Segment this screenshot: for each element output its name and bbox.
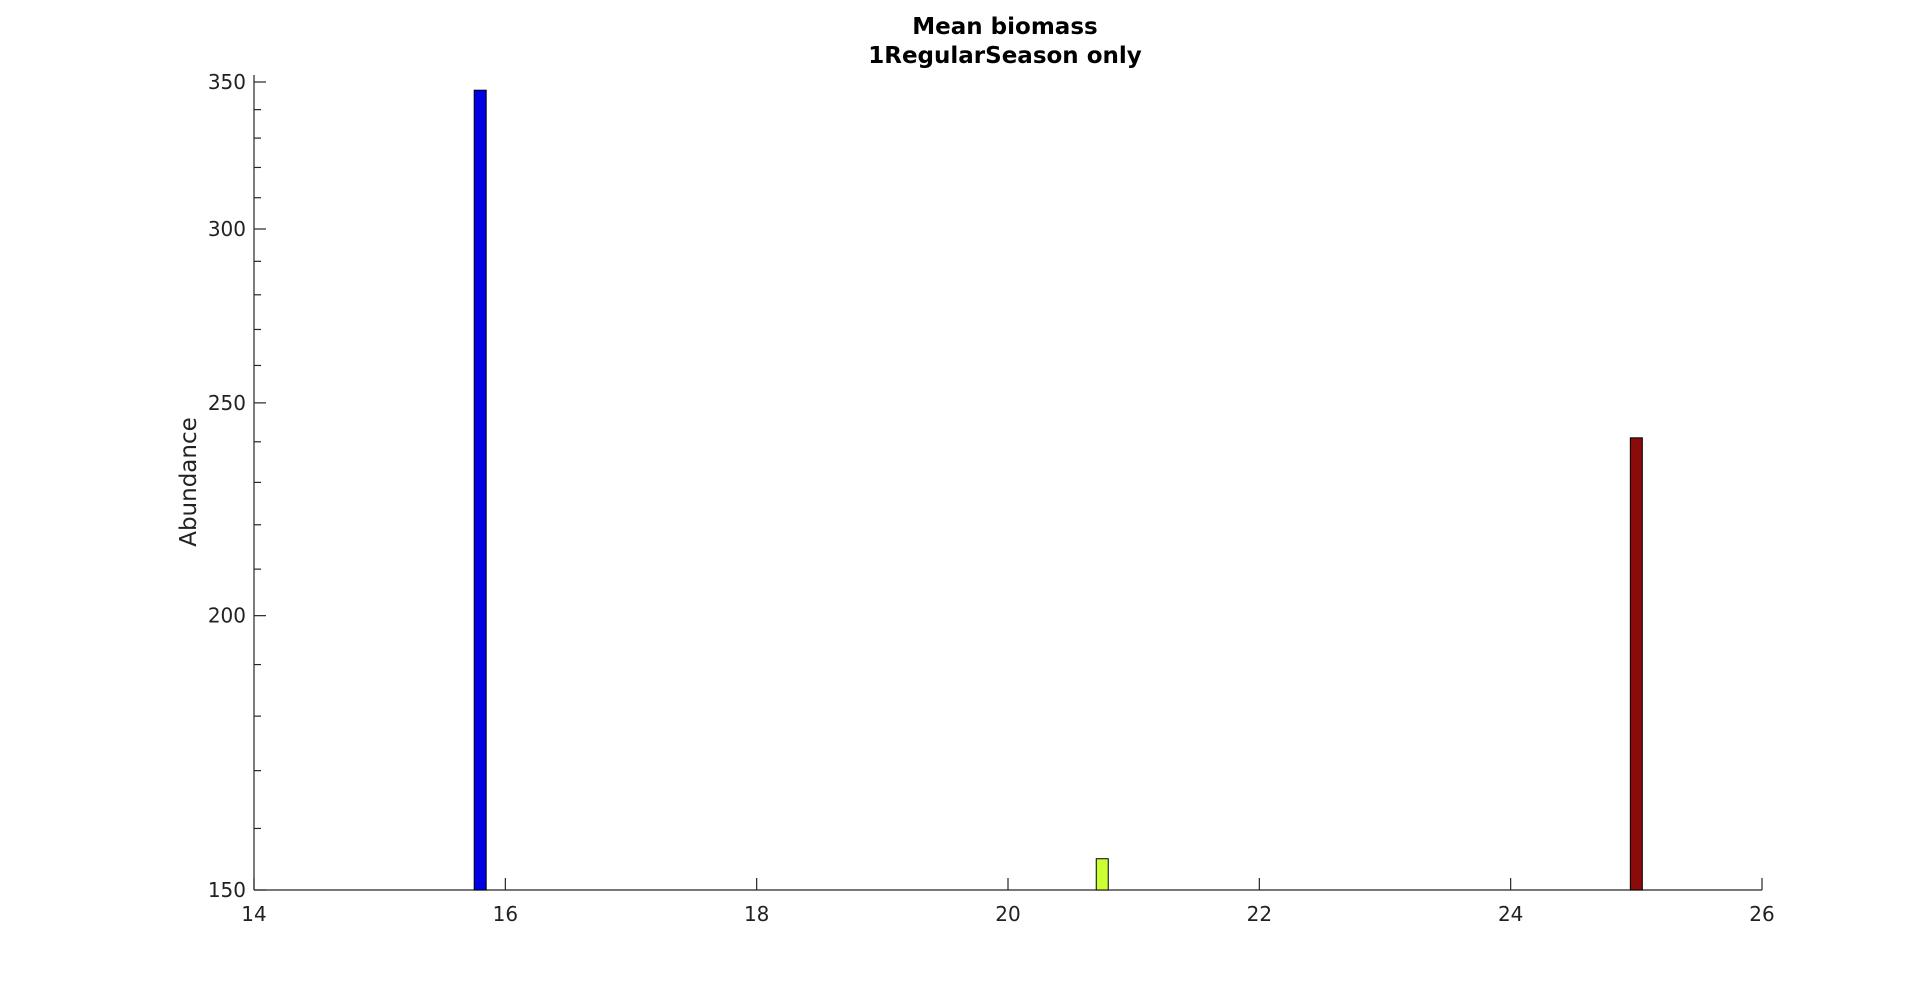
chart-title-line-2: 1RegularSeason only	[868, 43, 1142, 69]
chart-title-line-1: Mean biomass	[912, 14, 1097, 40]
y-tick-label-200: 200	[208, 604, 246, 628]
x-tick-label-24: 24	[1498, 902, 1523, 926]
y-tick-label-150: 150	[208, 878, 246, 902]
x-tick-label-22: 22	[1247, 902, 1272, 926]
x-tick-label-16: 16	[493, 902, 518, 926]
y-ticks: 150 200 250 300 350	[208, 70, 266, 902]
y-tick-label-250: 250	[208, 391, 246, 415]
x-tick-label-18: 18	[744, 902, 769, 926]
y-axis-label: Abundance	[176, 417, 202, 547]
bar-2	[1629, 437, 1643, 891]
x-tick-label-20: 20	[995, 902, 1020, 926]
x-tick-label-14: 14	[241, 902, 266, 926]
y-tick-label-350: 350	[208, 70, 246, 94]
x-tick-label-26: 26	[1749, 902, 1774, 926]
bars	[473, 89, 1643, 891]
bar-1	[1095, 858, 1109, 891]
y-tick-label-300: 300	[208, 217, 246, 241]
x-ticks: 14 16 18 20 22 24 26	[241, 878, 1775, 926]
bar-0	[473, 89, 487, 891]
